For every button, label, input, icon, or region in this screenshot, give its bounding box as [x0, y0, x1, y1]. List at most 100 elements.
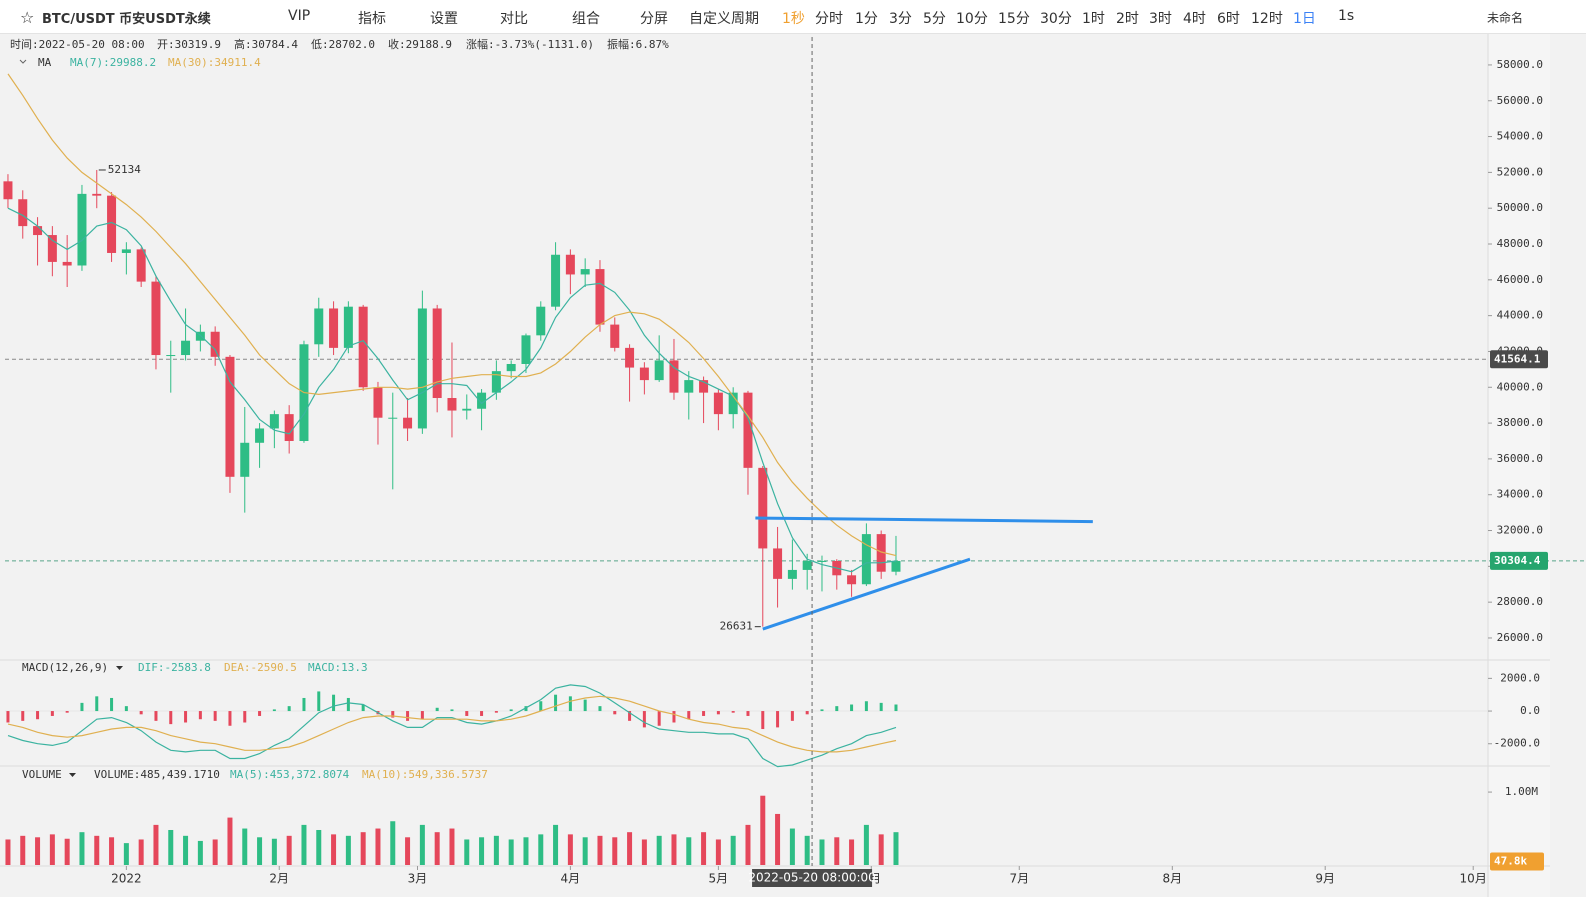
star-icon[interactable]: ☆: [20, 8, 35, 27]
macd-bar: [731, 711, 735, 713]
candle-body: [861, 534, 871, 585]
x-tick-label: 5月: [709, 872, 729, 886]
volume-label: VOLUME:485,439.1710: [94, 768, 220, 781]
indicators[interactable]: 指标: [358, 11, 386, 27]
volume-bar: [804, 835, 810, 865]
macd-bar: [465, 711, 469, 716]
interval[interactable]: 1日: [1293, 11, 1316, 27]
macd-bar: [302, 697, 306, 712]
interval[interactable]: 10分: [956, 11, 988, 27]
y-tick-label: 56000.0: [1497, 94, 1543, 107]
x-tick-label: 2月: [269, 872, 289, 886]
candle-body: [506, 363, 516, 372]
interval[interactable]: 1分: [855, 11, 878, 27]
macd-bar: [346, 697, 350, 712]
volume-bar: [168, 829, 174, 865]
candle-body: [610, 324, 620, 348]
candle-body: [477, 392, 487, 409]
volume-bar: [138, 839, 144, 865]
volume-bar: [863, 824, 869, 865]
macd-bar: [332, 694, 336, 712]
custom-period[interactable]: 自定义周期: [689, 11, 759, 27]
interval[interactable]: 6时: [1217, 11, 1240, 27]
dea-line: [7, 695, 897, 753]
volume-bar: [775, 813, 781, 865]
chevron[interactable]: [19, 59, 27, 64]
candle-body: [284, 414, 294, 441]
macd-bar: [598, 706, 602, 712]
interval[interactable]: 30分: [1040, 11, 1072, 27]
macd-bar: [213, 711, 217, 721]
macd-bar: [687, 711, 691, 720]
candle-body: [625, 347, 635, 368]
y-tick-label: 32000.0: [1497, 524, 1543, 537]
volume-bar: [79, 832, 85, 865]
crosshair-price: 41564.1: [1494, 352, 1541, 365]
dropdown[interactable]: [69, 773, 76, 777]
toolbar: ☆ BTC/USDT 币安USDT永续 VIP 指标 设置 对比 组合 分屏 自…: [0, 0, 1586, 34]
macd-bar: [361, 704, 365, 712]
interval[interactable]: 4时: [1183, 11, 1206, 27]
vip[interactable]: VIP: [288, 8, 311, 24]
volume-bar: [5, 839, 11, 865]
macd-bar: [628, 711, 632, 721]
candle-body: [743, 392, 753, 468]
interval[interactable]: 3时: [1149, 11, 1172, 27]
interval[interactable]: 分时: [815, 11, 843, 27]
symbol[interactable]: BTC/USDT 币安USDT永续: [42, 12, 211, 27]
candle-body: [195, 331, 205, 341]
macd-bar: [184, 711, 188, 723]
volume-bar: [419, 824, 425, 865]
macd-bar: [850, 704, 854, 712]
layout-name[interactable]: 未命名: [1487, 11, 1524, 25]
candle-body: [225, 356, 235, 477]
volume-bar: [227, 817, 233, 865]
volume-bar: [715, 839, 721, 865]
interval[interactable]: 1秒: [782, 11, 805, 27]
candle-body: [891, 560, 901, 572]
extreme-label: 52134: [108, 163, 141, 176]
volume-bar: [819, 839, 825, 865]
interval[interactable]: 12时: [1251, 11, 1283, 27]
y-tick-label: -2000.0: [1494, 737, 1540, 750]
dropdown[interactable]: [116, 666, 123, 670]
split[interactable]: 分屏: [640, 11, 668, 27]
dif-line: [7, 684, 897, 768]
ma-title: MA: [38, 56, 52, 69]
volume-bar: [271, 838, 277, 865]
volume-bar: [760, 795, 766, 865]
interval[interactable]: 1时: [1082, 11, 1105, 27]
interval[interactable]: 2时: [1116, 11, 1139, 27]
volume-bar: [360, 832, 366, 865]
macd-bar: [50, 711, 54, 716]
background: [0, 33, 1586, 897]
speed[interactable]: 1s: [1338, 8, 1355, 24]
candle-body: [728, 392, 738, 415]
volume-bar: [523, 837, 529, 865]
candle-body: [447, 398, 457, 411]
y-tick-label: 0.0: [1520, 704, 1540, 717]
volume-bar: [538, 834, 544, 865]
crosshair-x-label: 2022-05-20 08:00:00: [748, 871, 875, 885]
compare[interactable]: 对比: [500, 11, 528, 27]
volume-title: VOLUME: [22, 768, 62, 781]
info: 涨幅:-3.73%(-1131.0): [466, 38, 594, 51]
macd-bar: [746, 711, 750, 716]
macd-bar: [835, 706, 839, 712]
interval[interactable]: 15分: [998, 11, 1030, 27]
candle-body: [417, 308, 427, 429]
candle-body: [181, 340, 191, 356]
settings[interactable]: 设置: [430, 11, 458, 27]
combine[interactable]: 组合: [572, 11, 600, 27]
macd-bar: [287, 706, 291, 712]
interval[interactable]: 3分: [889, 11, 912, 27]
candle-body: [121, 249, 131, 253]
interval[interactable]: 5分: [923, 11, 946, 27]
volume-bar: [479, 837, 485, 865]
crosshair-price-bg: [1490, 350, 1548, 369]
volume-bar: [123, 843, 129, 865]
candle-body: [403, 417, 413, 429]
macd-bar: [716, 711, 720, 715]
y-tick-label: 2000.0: [1500, 671, 1540, 684]
